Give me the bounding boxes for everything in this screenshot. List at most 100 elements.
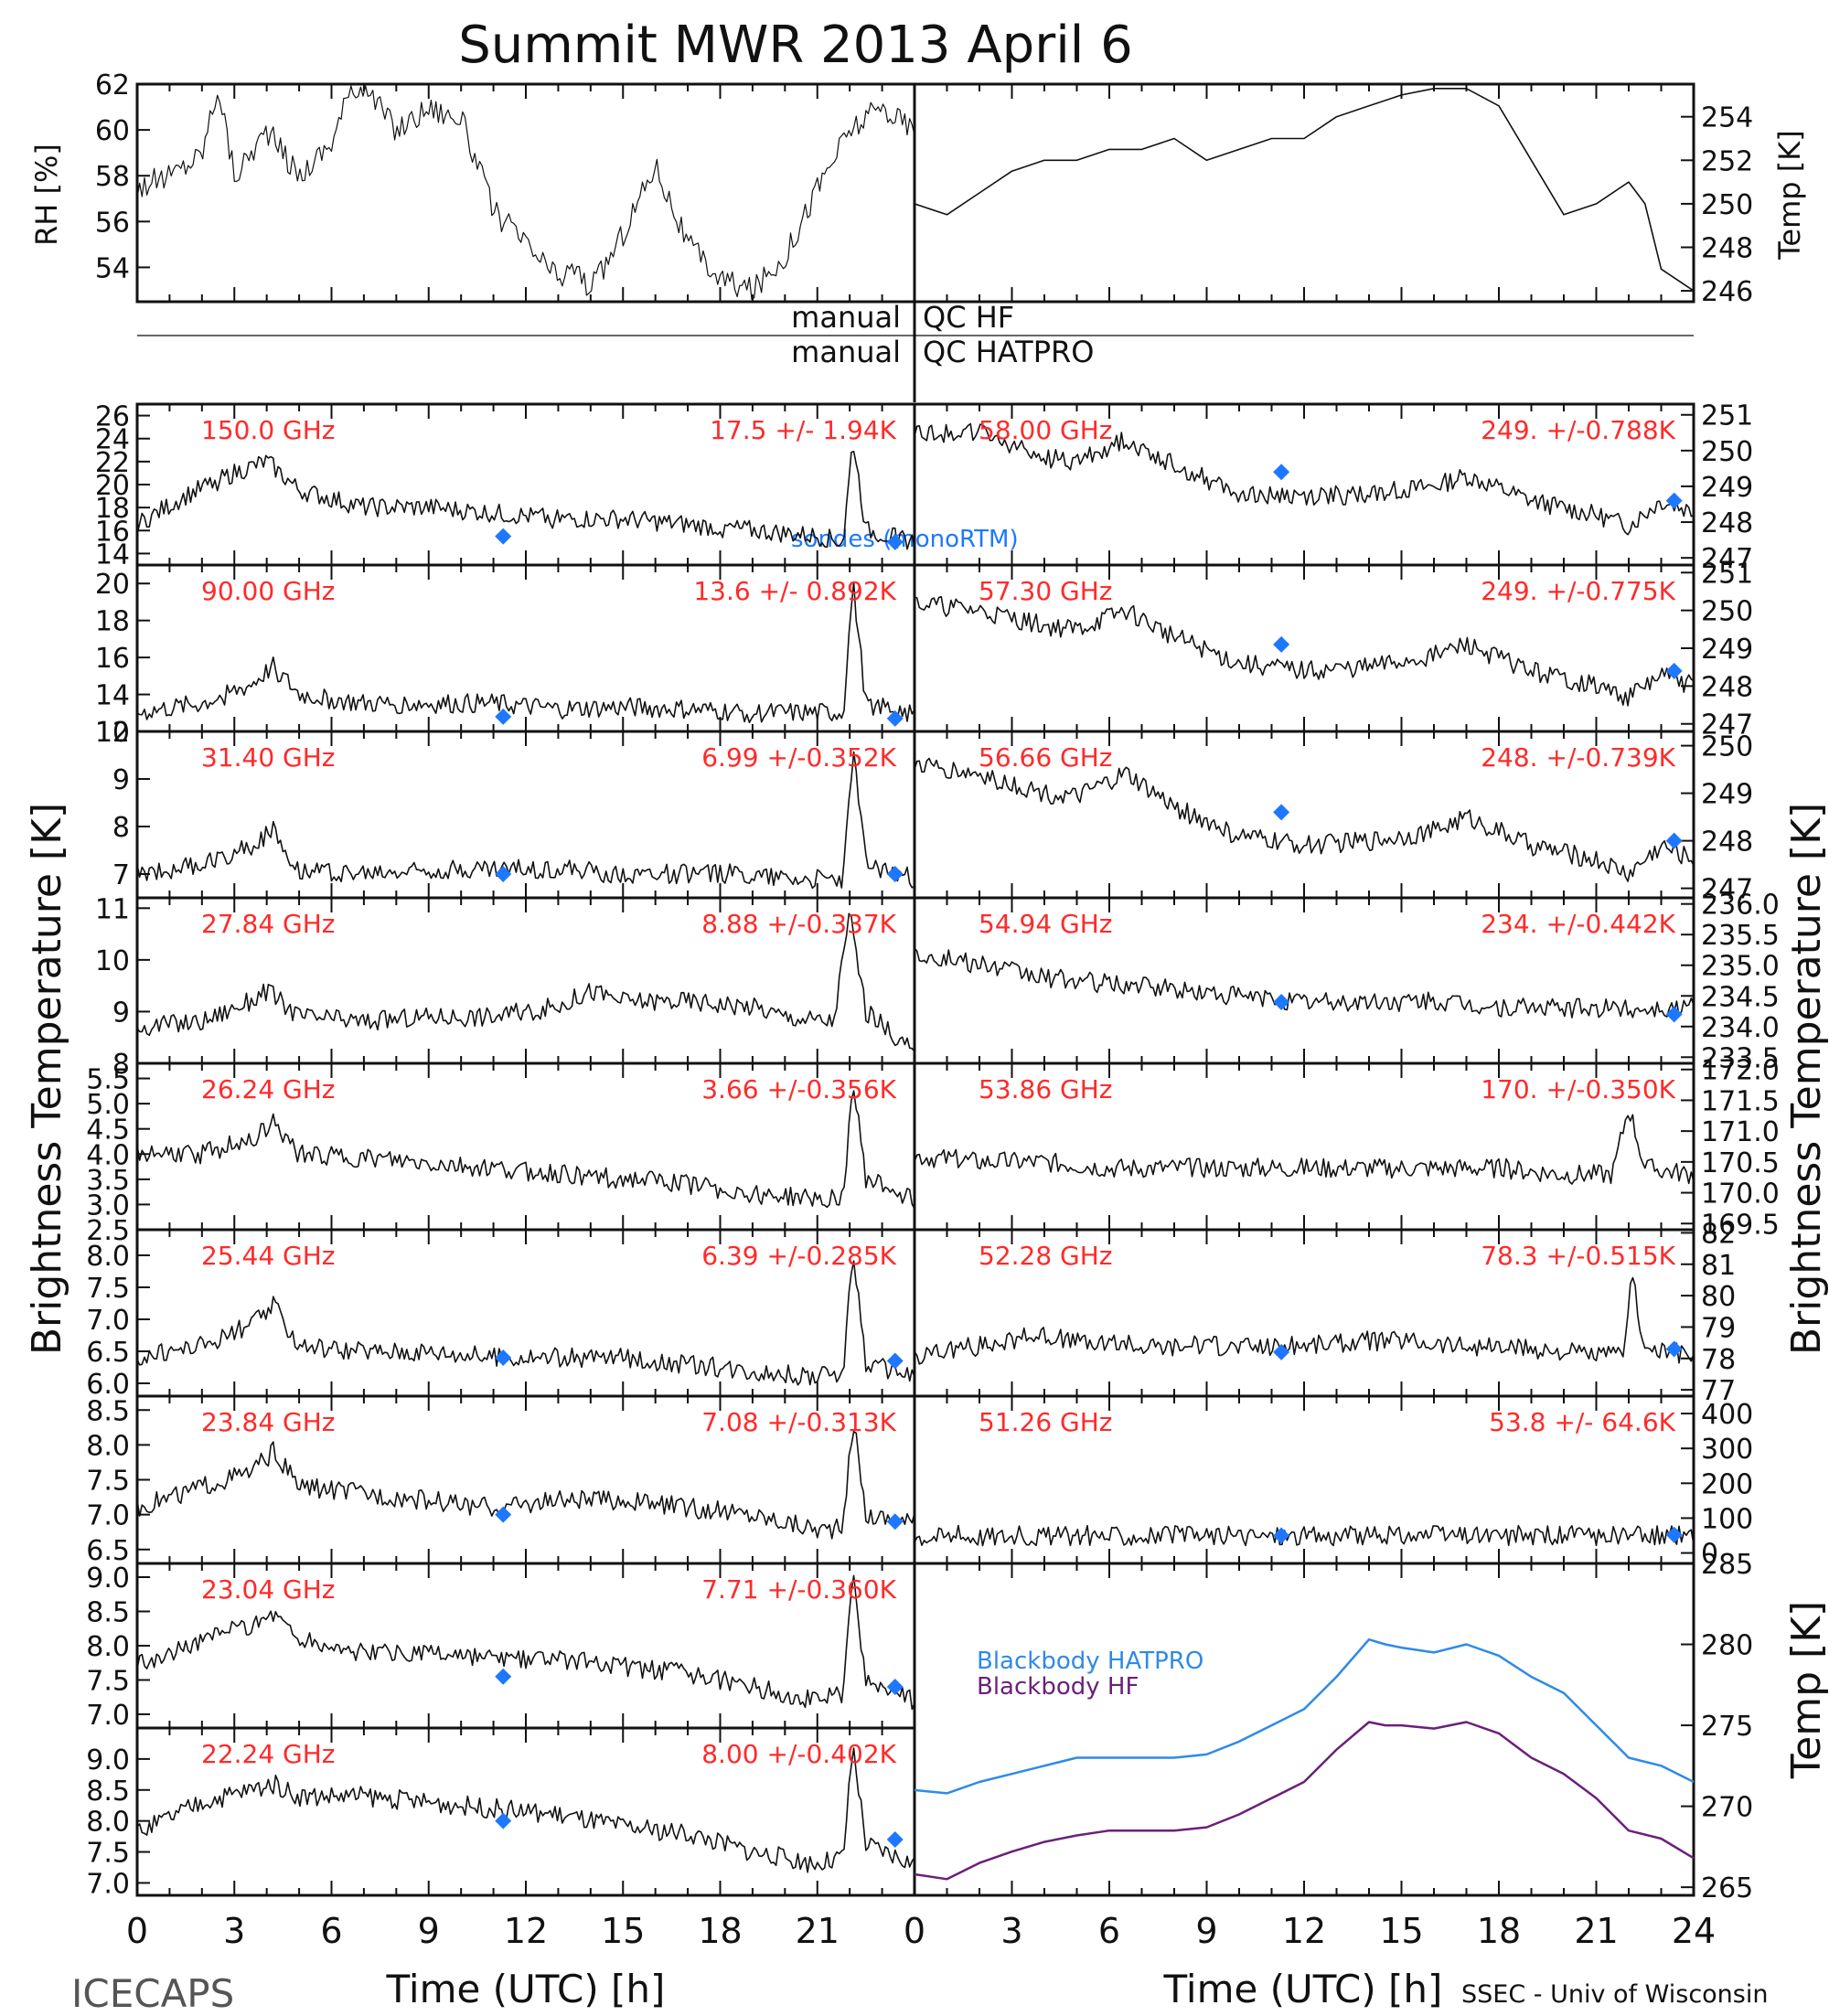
legend-bb-hatpro: Blackbody HATPRO — [977, 1648, 1203, 1675]
y-tick-label-bt_23_84: 7.5 — [86, 1466, 130, 1498]
series-line-bt_22 — [136, 1747, 915, 1873]
y-tick-label-temp: 252 — [1701, 145, 1753, 177]
series-line-bt_23_04 — [136, 1574, 915, 1711]
series-line-bt_54 — [914, 947, 1695, 1019]
y-tick-label-bt_54: 235.0 — [1701, 951, 1780, 983]
y-tick-label-bt_53: 169.5 — [1701, 1209, 1780, 1241]
sonde-marker-bt_57 — [1273, 635, 1290, 653]
y-tick-label-bt_23_04: 7.5 — [86, 1666, 130, 1698]
y-tick-label-bt_23_84: 7.0 — [86, 1500, 130, 1532]
y-tick-label-temp: 246 — [1701, 276, 1753, 308]
y-tick-label-bt_25: 7.5 — [86, 1273, 130, 1305]
freq-label-bt_56: 56.66 GHz — [979, 742, 1113, 773]
x-axis-label-left: Time (UTC) [h] — [386, 1967, 666, 2011]
y-tick-label-bt_25: 7.0 — [86, 1305, 130, 1337]
stat-label-bt_22: 8.00 +/-0.402K — [701, 1739, 896, 1769]
panels: 6260585654254252250248246262422201816141… — [86, 69, 1780, 1951]
x-tick-label-right: 12 — [1282, 1911, 1326, 1951]
y-tick-label-bt_53: 171.5 — [1701, 1085, 1780, 1117]
stat-label-bt_31: 6.99 +/-0.352K — [701, 742, 896, 773]
y-tick-label-bt_26: 5.5 — [86, 1064, 130, 1096]
y-tick-label-bt_51: 100 — [1701, 1503, 1753, 1535]
y-tick-label-rh: 58 — [95, 161, 130, 193]
y-tick-label-bt_23_04: 8.0 — [86, 1631, 130, 1663]
x-tick-label-left: 9 — [418, 1911, 440, 1951]
sonde-marker-bt_56 — [1273, 804, 1290, 821]
sonde-marker-bt_23_04 — [495, 1668, 512, 1685]
y-tick-label-bt_52: 82 — [1701, 1218, 1736, 1250]
y-tick-label-bt_31: 9 — [112, 764, 130, 796]
y-tick-label-bt_27: 9 — [112, 997, 130, 1029]
x-tick-label-left: 12 — [504, 1911, 548, 1951]
stat-label-bt_57: 249. +/-0.775K — [1481, 576, 1675, 606]
sonde-marker-bt_54 — [1273, 993, 1290, 1010]
sonde-marker-bt_52 — [1665, 1340, 1683, 1358]
y-tick-label-bt_23_04: 7.0 — [86, 1700, 130, 1732]
y-tick-label-bt_150: 26 — [95, 401, 130, 433]
sonde-marker-bt_56 — [1665, 832, 1683, 849]
y-tick-label-bt_150: 24 — [95, 424, 130, 456]
y-tick-label-bt_54: 235.5 — [1701, 920, 1780, 952]
series-line-bt_51 — [914, 1524, 1695, 1547]
qc-hatpro-left-label: manual — [791, 335, 901, 369]
y-tick-label-blackbody: 285 — [1701, 1549, 1753, 1581]
x-tick-label-right: 6 — [1098, 1911, 1120, 1951]
sonde-marker-bt_25 — [495, 1349, 512, 1366]
y-tick-label-rh: 62 — [95, 69, 130, 101]
sonde-marker-bt_23_84 — [495, 1506, 512, 1523]
series-line-bb-hf — [914, 1721, 1695, 1881]
y-tick-label-bt_22: 7.5 — [86, 1838, 130, 1870]
sonde-marker-bt_22 — [495, 1812, 512, 1829]
sonde-marker-bt_57 — [1665, 662, 1683, 679]
qc-hf-left-label: manual — [791, 300, 901, 335]
sonde-marker-bt_31 — [495, 866, 512, 882]
stat-label-bt_51: 53.8 +/- 64.6K — [1489, 1407, 1675, 1437]
freq-label-bt_31: 31.40 GHz — [201, 742, 336, 773]
series-line-bt_52 — [914, 1276, 1695, 1365]
y-tick-label-bt_150: 16 — [95, 516, 130, 548]
x-tick-label-right: 9 — [1195, 1911, 1217, 1951]
stat-label-bt_56: 248. +/-0.739K — [1481, 742, 1675, 773]
series-line-bt_57 — [914, 595, 1695, 707]
sonde-marker-bt_58 — [1273, 464, 1290, 481]
sonde-marker-bt_51 — [1273, 1527, 1290, 1544]
y-tick-label-bt_52: 79 — [1701, 1312, 1736, 1344]
sonde-marker-bt_150 — [495, 528, 512, 545]
series-line-bt_26 — [136, 1090, 915, 1210]
y-tick-label-bt_52: 80 — [1701, 1281, 1736, 1313]
y-tick-label-blackbody: 280 — [1701, 1630, 1753, 1662]
series-line-bt_53 — [914, 1114, 1695, 1185]
stat-label-bt_23_04: 7.71 +/-0.360K — [701, 1574, 896, 1605]
y-tick-label-bt_57: 248 — [1701, 671, 1753, 703]
x-tick-label-right: 24 — [1672, 1911, 1716, 1951]
legend-bb-hf: Blackbody HF — [977, 1673, 1139, 1701]
stat-label-bt_25: 6.39 +/-0.285K — [701, 1241, 896, 1271]
freq-label-bt_25: 25.44 GHz — [201, 1241, 336, 1271]
y-tick-label-bt_58: 248 — [1701, 507, 1753, 539]
y-tick-label-bt_150: 20 — [95, 470, 130, 502]
y-tick-label-bt_54: 233.5 — [1701, 1042, 1780, 1074]
y-tick-label-bt_27: 10 — [95, 945, 130, 977]
y-tick-label-bt_150: 14 — [95, 539, 130, 571]
temp-bb-axis-label: Temp [K] — [1783, 1601, 1829, 1779]
y-tick-label-bt_53: 170.0 — [1701, 1179, 1780, 1211]
series-line-bt_90 — [136, 581, 915, 723]
y-tick-label-bt_56: 247 — [1701, 874, 1753, 906]
series-line-bt_25 — [136, 1260, 915, 1386]
sonde-marker-bt_90 — [495, 708, 512, 725]
stat-label-bt_52: 78.3 +/-0.515K — [1481, 1241, 1675, 1271]
y-tick-label-bt_52: 78 — [1701, 1344, 1736, 1376]
x-tick-label-left: 18 — [698, 1911, 742, 1951]
y-tick-label-bt_58: 250 — [1701, 436, 1753, 468]
series-line-bt_23_84 — [136, 1431, 915, 1540]
y-tick-label-bt_25: 6.5 — [86, 1337, 130, 1369]
y-tick-label-bt_53: 171.0 — [1701, 1116, 1780, 1148]
y-tick-label-bt_57: 247 — [1701, 709, 1753, 741]
y-tick-label-bt_90: 18 — [95, 606, 130, 638]
y-tick-label-bt_58: 249 — [1701, 472, 1753, 504]
y-tick-label-bt_22: 7.0 — [86, 1868, 130, 1900]
sonde-marker-bt_150 — [886, 533, 904, 550]
y-tick-label-bt_31: 10 — [95, 717, 130, 749]
